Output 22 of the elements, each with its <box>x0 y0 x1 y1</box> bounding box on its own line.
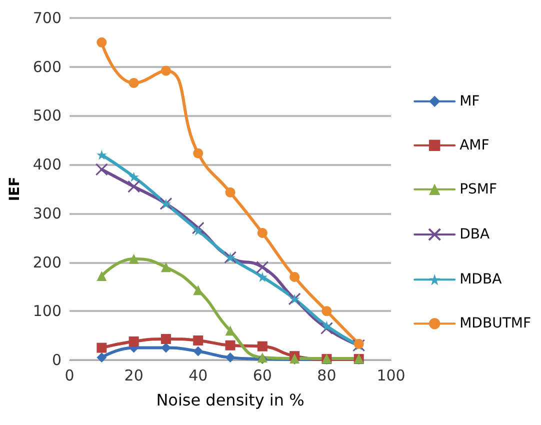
y-tick-label: 0 <box>52 351 62 369</box>
x-axis-title: Noise density in % <box>156 390 304 410</box>
y-tick-label: 200 <box>32 253 62 272</box>
y-tick-label: 700 <box>32 9 62 27</box>
y-tick-label: 100 <box>32 302 62 320</box>
x-tick-label: 80 <box>317 366 336 384</box>
legend-label: DBA <box>460 226 490 242</box>
y-tick-label: 400 <box>32 156 62 174</box>
y-tick-label: 300 <box>32 204 62 222</box>
legend-label: PSMF <box>460 181 498 198</box>
legend-label: AMF <box>460 137 490 154</box>
y-tick-label: 600 <box>32 58 62 76</box>
x-tick-label: 100 <box>376 366 406 384</box>
x-tick-label: 0 <box>64 366 74 384</box>
legend-label: MDBA <box>460 272 502 288</box>
legend-label: MDBUTMF <box>460 316 532 332</box>
x-tick-label: 60 <box>252 366 272 384</box>
x-tick-label: 40 <box>188 366 208 384</box>
x-tick-label: 20 <box>124 366 144 384</box>
legend-label: MF <box>460 93 480 110</box>
y-axis-title: IEF <box>7 176 23 202</box>
y-tick-label: 500 <box>32 106 62 125</box>
